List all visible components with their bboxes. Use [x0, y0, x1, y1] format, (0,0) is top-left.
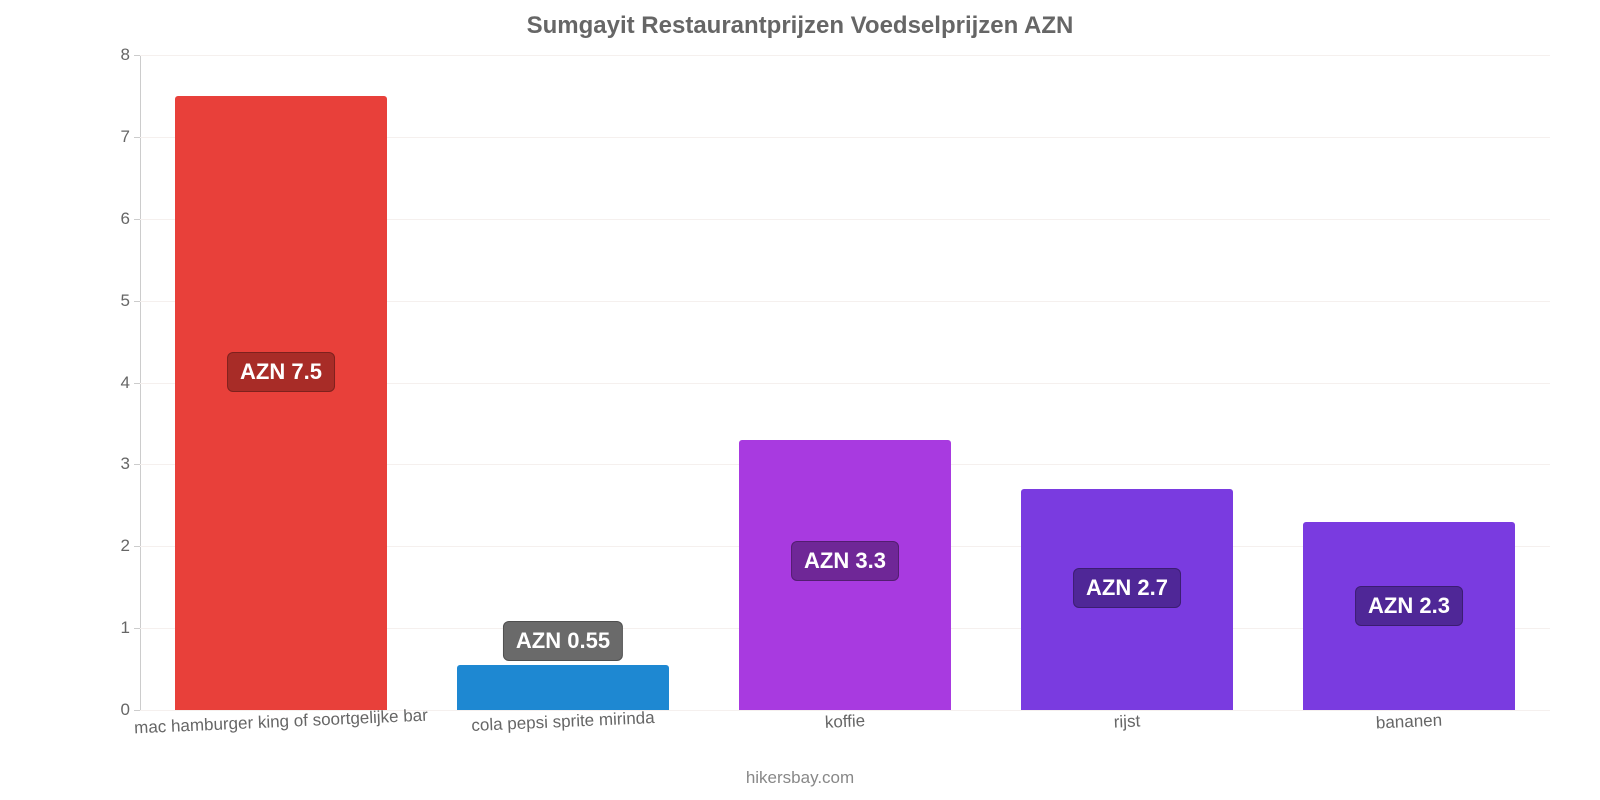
x-tick-label: cola pepsi sprite mirinda	[471, 708, 655, 736]
bar: AZN 0.55	[457, 665, 669, 710]
bar-value-label: AZN 3.3	[791, 541, 899, 581]
bar-value-label: AZN 2.7	[1073, 568, 1181, 608]
y-tick-label: 1	[121, 618, 130, 638]
bar: AZN 3.3	[739, 440, 951, 710]
y-axis-tick	[134, 710, 140, 711]
x-tick-label: bananen	[1376, 711, 1443, 734]
bar-value-label: AZN 0.55	[503, 621, 623, 661]
bar: AZN 2.7	[1021, 489, 1233, 710]
x-tick-label: koffie	[824, 711, 865, 733]
chart-title: Sumgayit Restaurantprijzen Voedselprijze…	[0, 0, 1600, 40]
y-tick-label: 8	[121, 45, 130, 65]
y-tick-label: 3	[121, 454, 130, 474]
attribution: hikersbay.com	[0, 768, 1600, 788]
plot-area: 012345678 AZN 7.5AZN 0.55AZN 3.3AZN 2.7A…	[140, 55, 1550, 710]
y-tick-label: 6	[121, 209, 130, 229]
bars-container: AZN 7.5 AZN 0.55 AZN 3.3 AZN 2.7 AZN 2.3	[140, 55, 1550, 710]
y-tick-label: 4	[121, 373, 130, 393]
bar: AZN 2.3	[1303, 522, 1515, 710]
y-tick-label: 2	[121, 536, 130, 556]
y-tick-label: 7	[121, 127, 130, 147]
bar-value-label: AZN 7.5	[227, 352, 335, 392]
x-tick-label: rijst	[1113, 711, 1140, 732]
bar-value-label: AZN 2.3	[1355, 586, 1463, 626]
y-tick-label: 5	[121, 291, 130, 311]
y-tick-label: 0	[121, 700, 130, 720]
bar: AZN 7.5	[175, 96, 387, 710]
